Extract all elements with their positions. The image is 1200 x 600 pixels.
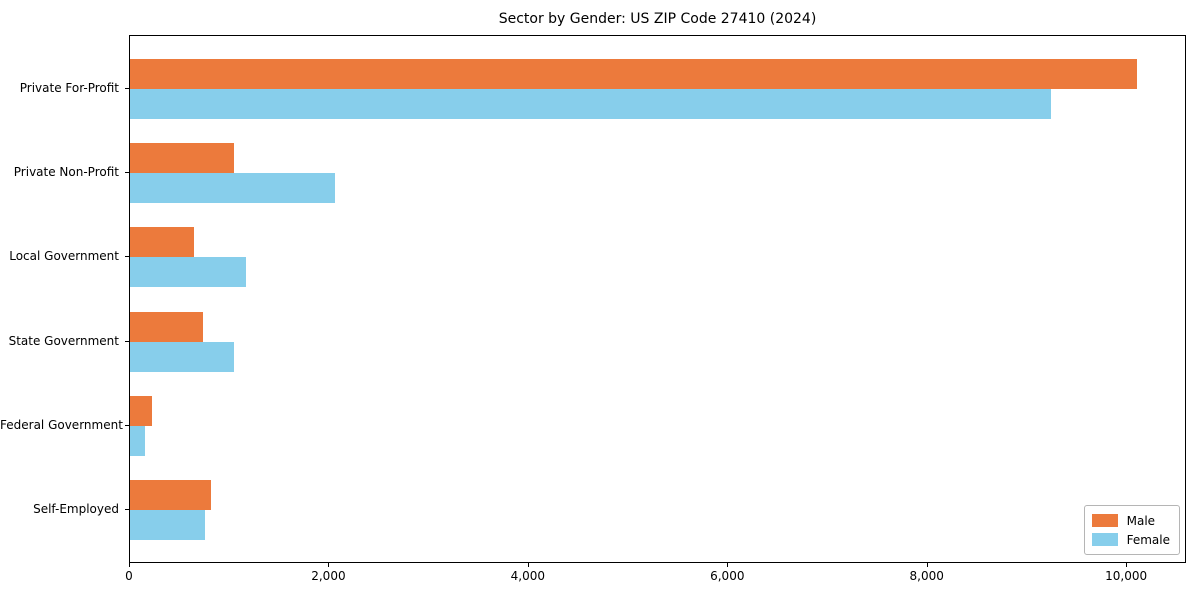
bar-female-federal-government [130,425,145,456]
plot-area: Male Female [129,35,1186,563]
y-tick-mark [125,256,129,258]
legend-swatch-male [1091,514,1118,527]
bar-male-federal-government [130,395,152,426]
y-axis-label: Private For-Profit [19,81,119,95]
y-axis-label: State Government [8,333,119,348]
bar-male-state-government [130,311,203,342]
y-axis-label: Self-Employed [33,502,119,516]
x-axis-label: 8,000 [909,569,944,583]
legend-label: Male [1126,513,1156,528]
bar-male-self-employed [130,480,211,510]
legend-item-male: Male [1091,511,1170,530]
bar-male-private-non-profit [130,143,234,174]
y-tick-mark [125,172,129,174]
legend-swatch-female [1091,533,1118,546]
y-tick-mark [125,88,129,89]
bar-male-private-for-profit [130,59,1137,89]
x-axis-label: 6,000 [710,569,745,583]
y-axis-label: Private Non-Profit [13,165,119,180]
bar-female-state-government [130,341,234,372]
legend-label: Female [1126,532,1170,547]
x-axis-label: 10,000 [1105,569,1148,583]
legend: Male Female [1083,505,1180,555]
x-tick-mark [129,563,130,567]
x-tick-mark [926,563,928,567]
x-tick-mark [328,563,330,567]
x-axis-label: 0 [125,569,133,583]
bar-female-local-government [130,257,246,288]
x-tick-mark [727,563,729,567]
y-tick-mark [125,424,129,426]
bar-female-private-for-profit [130,89,1051,119]
y-axis-label: Local Government [9,249,119,264]
chart-title: Sector by Gender: US ZIP Code 27410 (202… [498,11,817,27]
y-tick-mark [125,340,129,342]
x-axis-label: 2,000 [311,569,346,583]
bar-female-self-employed [130,510,205,540]
y-tick-mark [125,509,129,510]
legend-item-female: Female [1091,530,1170,549]
y-axis-label: Federal Government [0,417,123,432]
bar-female-private-non-profit [130,173,335,204]
bar-male-local-government [130,227,194,258]
x-tick-mark [1126,563,1128,567]
x-tick-mark [527,563,529,567]
x-axis-label: 4,000 [510,569,546,583]
